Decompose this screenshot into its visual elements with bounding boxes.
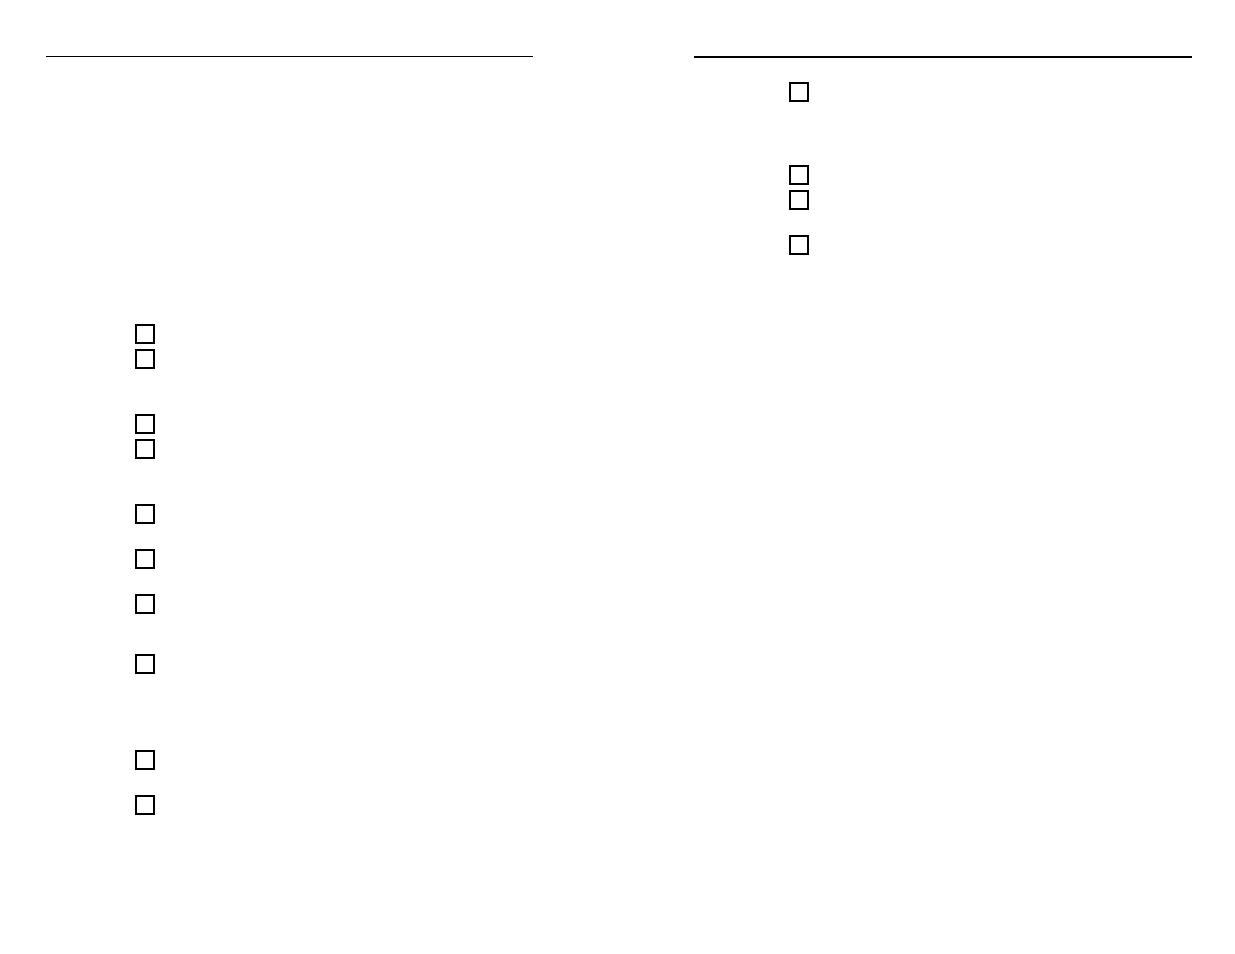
page (0, 0, 1235, 954)
checkbox-l3[interactable] (135, 414, 155, 434)
right-horizontal-rule (694, 56, 1192, 58)
checkbox-l5[interactable] (135, 504, 155, 524)
checkbox-l8[interactable] (135, 654, 155, 674)
checkbox-l2[interactable] (135, 349, 155, 369)
checkbox-l9[interactable] (135, 750, 155, 770)
checkbox-l4[interactable] (135, 439, 155, 459)
checkbox-r1[interactable] (789, 82, 809, 102)
checkbox-r4[interactable] (789, 235, 809, 255)
checkbox-r2[interactable] (789, 165, 809, 185)
checkbox-l7[interactable] (135, 594, 155, 614)
checkbox-l1[interactable] (135, 324, 155, 344)
left-horizontal-rule (46, 56, 533, 57)
checkbox-l10[interactable] (135, 795, 155, 815)
checkbox-l6[interactable] (135, 549, 155, 569)
checkbox-r3[interactable] (789, 190, 809, 210)
